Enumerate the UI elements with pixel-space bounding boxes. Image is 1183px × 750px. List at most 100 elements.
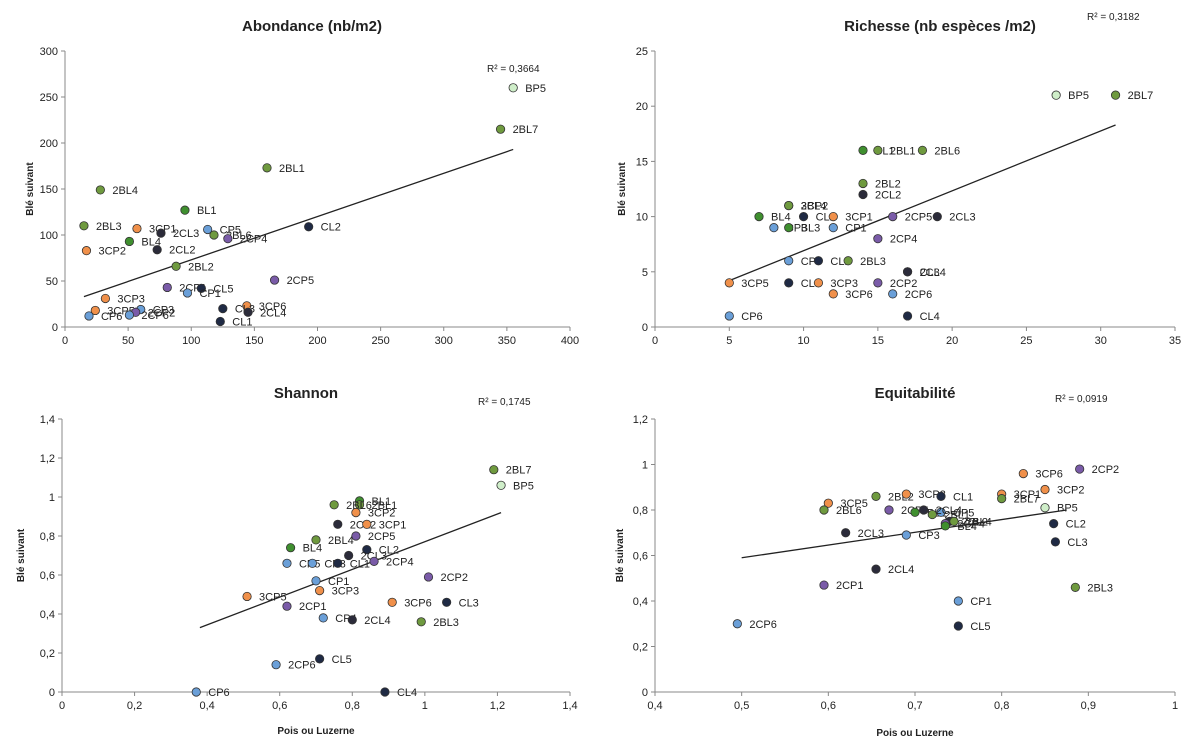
point-label: 2CP2 [890, 278, 918, 290]
point-label: 3CP2 [368, 508, 396, 520]
r-squared-label: R² = 0,3664 [487, 64, 540, 75]
data-point [354, 500, 365, 510]
y-tick-label: 10 [636, 212, 648, 224]
y-tick-label: 1,2 [633, 414, 648, 426]
chart-title: Abondance (nb/m2) [242, 18, 382, 35]
point-label: 2BL4 [112, 185, 138, 197]
data-point [784, 256, 794, 266]
point-label: 2CL2 [875, 190, 901, 202]
x-tick-label: 1 [422, 700, 428, 712]
data-point [90, 305, 100, 316]
point-label: 3CP6 [1035, 469, 1063, 481]
data-point [84, 311, 94, 321]
point-label: CL1 [953, 491, 973, 503]
x-tick-label: 150 [245, 335, 263, 347]
point-label: CP6 [101, 311, 122, 323]
point-label: 2BL6 [346, 500, 372, 512]
point-label: CL4 [920, 311, 940, 323]
data-point [262, 163, 272, 173]
point-label: CL1 [350, 558, 370, 570]
r-squared-label: R² = 0,0919 [1055, 394, 1108, 405]
x-tick-label: 0,8 [345, 700, 360, 712]
point-label: 3CP6 [845, 289, 873, 301]
data-point [171, 261, 181, 271]
data-point [1070, 582, 1080, 592]
point-label: 2CL3 [858, 528, 884, 540]
point-label: 2CP4 [386, 556, 414, 568]
point-label: 2BL7 [506, 465, 532, 477]
data-point [315, 585, 325, 596]
data-point [902, 267, 913, 277]
point-label: 2BL4 [966, 516, 992, 528]
data-point [871, 564, 881, 574]
r-squared-label: R² = 0,1745 [478, 397, 531, 408]
data-point [124, 236, 134, 247]
trend-line [199, 511, 502, 629]
data-point [784, 200, 794, 211]
y-tick-label: 0 [52, 322, 58, 334]
data-point [953, 621, 963, 631]
chart-title: Equitabilité [875, 385, 956, 402]
data-point [191, 687, 201, 697]
y-tick-label: 25 [636, 46, 648, 58]
data-point [315, 654, 325, 664]
data-point [100, 293, 111, 304]
x-tick-label: 100 [182, 335, 200, 347]
point-label: 2CL4 [936, 505, 962, 517]
point-label: 2CL3 [361, 551, 387, 563]
y-tick-label: 1 [49, 492, 55, 504]
point-label: 3CP3 [117, 293, 145, 305]
point-label: CP6 [741, 311, 762, 323]
data-point [387, 597, 397, 607]
data-point [953, 596, 963, 606]
x-tick-label: 0 [59, 700, 65, 712]
point-label: 2CP6 [749, 619, 777, 631]
data-point [871, 491, 881, 501]
data-point [369, 556, 379, 566]
x-tick-label: 0,6 [272, 700, 287, 712]
data-point [828, 212, 838, 222]
x-tick-label: 400 [561, 335, 579, 347]
data-point [724, 278, 734, 288]
y-axis-label: Blé suivant [615, 528, 626, 582]
point-label: 3CP3 [830, 278, 858, 290]
point-label: 3CP1 [379, 519, 407, 531]
data-point [271, 660, 281, 670]
data-point [351, 507, 361, 518]
point-label: CL2 [1066, 519, 1086, 531]
y-tick-label: 100 [40, 230, 58, 242]
y-tick-label: 0 [642, 687, 648, 699]
data-point [209, 230, 219, 240]
x-tick-label: 0,6 [821, 700, 836, 712]
data-point [724, 311, 734, 321]
x-tick-label: 0,4 [199, 700, 214, 712]
x-tick-label: 250 [371, 335, 389, 347]
point-label: BL1 [372, 496, 392, 508]
data-point [489, 465, 499, 475]
point-label: 3CP3 [332, 586, 360, 598]
data-point [218, 303, 228, 314]
x-tick-label: 10 [797, 335, 809, 347]
point-label: 2CP2 [1092, 464, 1120, 476]
point-label: CP1 [970, 596, 991, 608]
y-tick-label: 0,4 [40, 609, 55, 621]
data-point [858, 189, 868, 200]
data-point [1040, 503, 1050, 513]
data-point [442, 597, 452, 607]
point-label: CL3 [920, 267, 940, 279]
point-label: 2BL7 [1014, 494, 1040, 506]
x-tick-label: 35 [1169, 335, 1181, 347]
point-label: 2BL1 [890, 145, 916, 157]
data-point [828, 223, 838, 233]
x-tick-label: 200 [308, 335, 326, 347]
data-point [380, 687, 390, 697]
point-label: CP3 [153, 305, 174, 317]
point-label: 3CP5 [259, 591, 287, 603]
x-tick-label: 0,5 [734, 700, 749, 712]
data-point [180, 205, 190, 215]
y-tick-label: 15 [636, 156, 648, 168]
trend-line [83, 148, 514, 298]
data-point [1040, 484, 1050, 495]
point-label: 3CP2 [98, 246, 126, 258]
